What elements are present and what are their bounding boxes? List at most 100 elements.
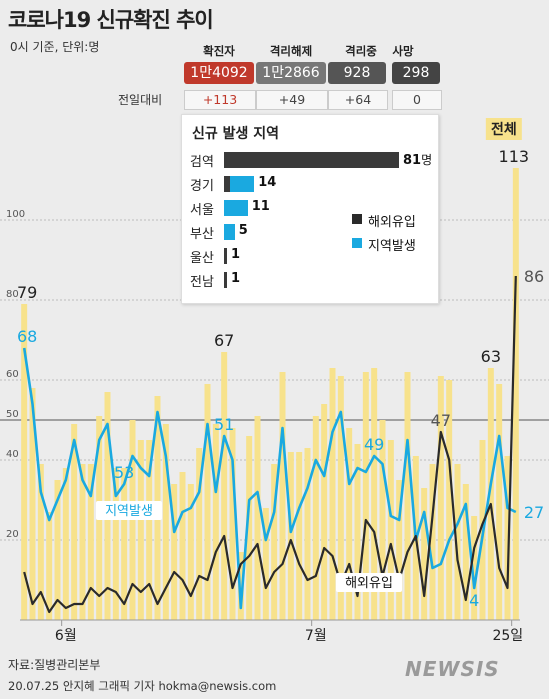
y-tick-label: 100 — [6, 209, 25, 220]
bar-total — [221, 352, 228, 620]
bar-total — [246, 436, 253, 620]
stat-header-released: 격리해제 — [269, 44, 313, 58]
stat-diff-deaths: 0 — [392, 90, 442, 110]
region-name: 경기 — [190, 179, 214, 194]
bar-total — [121, 468, 128, 620]
region-value-number: 1 — [231, 271, 241, 286]
region-value: 81명 — [403, 151, 432, 168]
bar-total — [462, 484, 469, 620]
data-label: 49 — [364, 435, 384, 454]
region-bar — [224, 176, 255, 192]
bar-total — [404, 372, 411, 620]
region-box: 신규 발생 지역 검역 81명 경기 14 서울 11 부산 5 울산 1 전남 1 해외유입 지역발생 — [181, 114, 439, 304]
stat-value-confirmed: 1만4092 — [184, 62, 254, 84]
bar-total — [421, 488, 428, 620]
bar-total — [54, 480, 61, 620]
bar-total — [171, 484, 178, 620]
stat-diff-isolated: +64 — [328, 90, 388, 110]
bar-total — [329, 368, 336, 620]
data-label: 67 — [214, 331, 234, 350]
stat-diff-released: +49 — [256, 90, 328, 110]
region-value-number: 81 — [403, 153, 422, 168]
bar-total — [487, 368, 494, 620]
bar-total — [362, 372, 369, 620]
bar-total — [387, 440, 394, 620]
region-value-number: 1 — [231, 247, 241, 262]
region-bar — [224, 152, 399, 168]
legend-swatch — [352, 238, 362, 248]
bar-total — [312, 416, 319, 620]
legend-swatch — [352, 214, 362, 224]
region-bar — [224, 248, 227, 264]
credit-note: 20.07.25 안지혜 그래픽 기자 hokma@newsis.com — [8, 679, 277, 693]
data-label: 53 — [114, 463, 134, 482]
bar-total — [371, 368, 378, 620]
bar-total — [429, 464, 436, 620]
region-value: 14 — [258, 175, 276, 190]
y-tick-label: 50 — [6, 409, 19, 420]
bar-total — [204, 384, 211, 620]
bar-total — [137, 440, 144, 620]
stat-value-deaths: 298 — [392, 62, 440, 84]
newsis-logo: NEWSIS — [405, 657, 500, 681]
stat-value-released: 1만2866 — [256, 62, 326, 84]
bar-total — [46, 512, 53, 620]
region-value: 1 — [231, 247, 240, 262]
y-tick-label: 80 — [6, 289, 19, 300]
data-label: 27 — [524, 503, 544, 522]
region-value-number: 5 — [238, 223, 248, 238]
series-label-import: 해외유입 — [345, 576, 393, 591]
region-bar-import-part — [224, 176, 231, 192]
bar-total — [179, 472, 186, 620]
bar-total — [62, 468, 69, 620]
legend-label: 지역발생 — [368, 239, 416, 254]
region-value: 1 — [231, 271, 240, 286]
stat-value-isolated: 928 — [328, 62, 386, 84]
page-title: 코로나19 신규확진 추이 — [8, 8, 214, 32]
bar-total — [337, 376, 344, 620]
region-name: 울산 — [190, 251, 214, 266]
bar-total — [187, 484, 194, 620]
bar-total — [279, 372, 286, 620]
data-label: 68 — [17, 327, 37, 346]
data-label: 79 — [17, 283, 37, 302]
data-label: 63 — [481, 347, 501, 366]
data-label: 4 — [469, 591, 479, 610]
bar-total — [471, 516, 478, 620]
bar-total — [262, 508, 269, 620]
bar-total — [304, 448, 311, 620]
bar-total — [437, 376, 444, 620]
series-label-total: 전체 — [491, 121, 517, 138]
bar-total — [296, 452, 303, 620]
bar-total — [162, 424, 169, 620]
bar-total — [37, 464, 44, 620]
source-note: 자료:질병관리본부 — [8, 658, 101, 672]
x-tick-label: 6월 — [55, 628, 77, 644]
y-tick-label: 20 — [6, 529, 19, 540]
x-tick-label: 7월 — [305, 628, 327, 644]
series-label-local-bg — [96, 501, 162, 520]
bar-total — [146, 440, 153, 620]
region-bar — [224, 200, 248, 216]
legend-label: 해외유입 — [368, 215, 416, 230]
stat-header-isolated: 격리중 — [345, 44, 377, 58]
bar-total — [346, 428, 353, 620]
bar-total — [87, 464, 94, 620]
region-name: 검역 — [190, 155, 214, 170]
region-bar — [224, 224, 235, 240]
bar-total — [254, 416, 261, 620]
region-value-number: 11 — [251, 199, 270, 214]
bar-total — [112, 468, 119, 620]
region-name: 전남 — [190, 275, 214, 290]
bar-total — [29, 388, 36, 620]
region-box-title: 신규 발생 지역 — [192, 126, 280, 142]
series-label-local: 지역발생 — [105, 504, 153, 519]
series-label-total-bg — [485, 118, 522, 140]
bar-total — [321, 404, 328, 620]
x-tick-label: 25일 — [492, 628, 523, 644]
stat-header-deaths: 사망 — [392, 44, 414, 58]
y-tick-label: 60 — [6, 369, 19, 380]
region-name: 서울 — [190, 203, 214, 218]
region-bar — [224, 272, 227, 288]
